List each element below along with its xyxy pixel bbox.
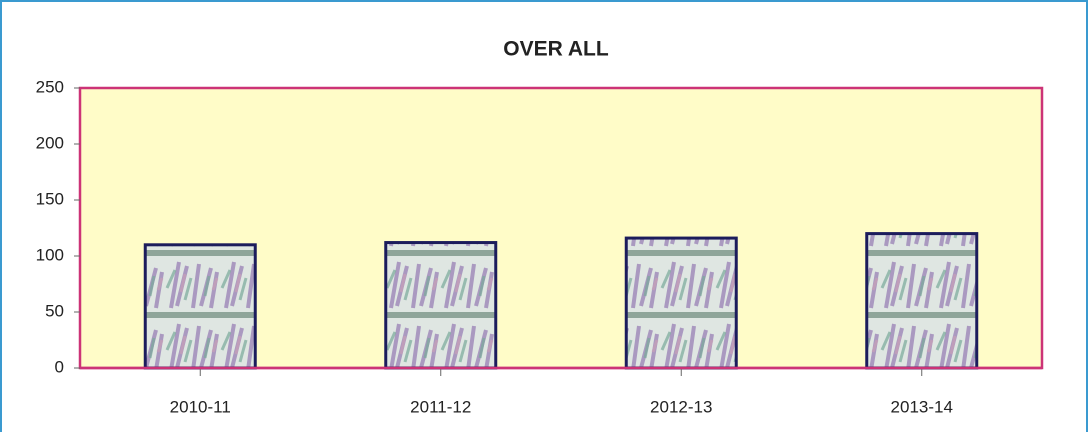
y-tick-label: 150 xyxy=(36,189,64,208)
bar xyxy=(143,243,257,370)
x-tick-label: 2011-12 xyxy=(410,397,471,416)
x-tick-label: 2012-13 xyxy=(650,397,712,416)
y-tick-label: 100 xyxy=(36,245,64,264)
y-tick-label: 250 xyxy=(36,77,64,96)
x-tick-label: 2013-14 xyxy=(891,397,953,416)
chart-title: OVER ALL xyxy=(503,38,609,61)
bar xyxy=(865,232,979,370)
y-tick-label: 50 xyxy=(45,301,64,320)
bar xyxy=(384,241,498,370)
y-tick-label: 0 xyxy=(55,357,64,376)
bar xyxy=(624,236,738,370)
x-tick-label: 2010-11 xyxy=(170,397,231,416)
y-tick-label: 200 xyxy=(36,133,64,152)
